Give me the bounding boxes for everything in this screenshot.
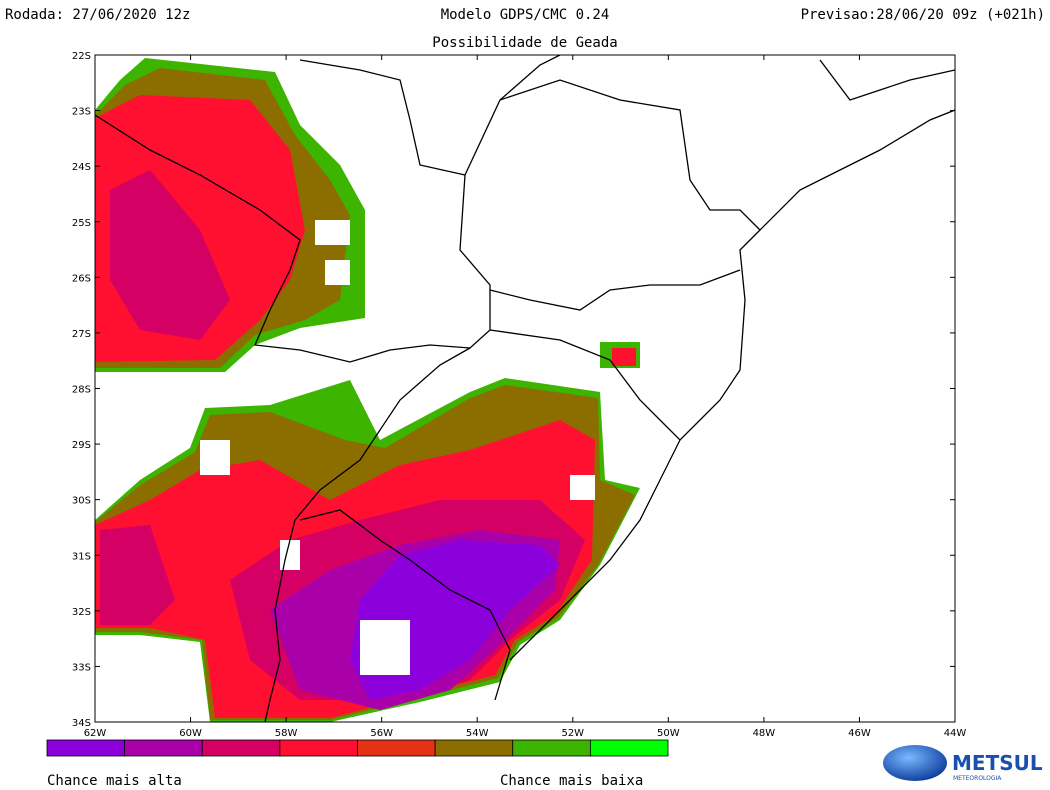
lon-label: 48W [753,728,776,739]
lat-label: 29S [72,440,91,451]
run-label: Rodada: 27/06/2020 12z [5,7,190,23]
colorbar-swatch [512,739,591,757]
lon-label: 50W [657,728,680,739]
colorbar-low-label: Chance mais baixa [500,773,643,789]
colorbar-swatch [357,739,436,757]
lat-label: 23S [72,107,91,118]
lat-label: 32S [72,607,91,618]
lat-label: 26S [72,273,91,284]
lon-label: 60W [179,728,202,739]
lat-label: 34S [72,718,91,729]
model-label: Modelo GDPS/CMC 0.24 [441,7,610,23]
lon-label: 44W [944,728,967,739]
colorbar-swatch [201,739,281,757]
lon-label: 56W [370,728,393,739]
lat-label: 25S [72,218,91,229]
lat-label: 27S [72,329,91,340]
lat-label: 31S [72,551,91,562]
colorbar-swatch [124,739,203,757]
subtitle: Possibilidade de Geada [432,35,617,51]
borders [95,55,955,722]
lat-label: 33S [72,662,91,673]
lat-label: 24S [72,162,91,173]
lat-label: 30S [72,496,91,507]
lon-label: 58W [275,728,298,739]
lat-label: 22S [72,51,91,62]
logo-tagline: METEOROLOGIA [953,775,1002,782]
colorbar-swatch [279,739,358,757]
frost-field [95,58,640,722]
colorbar-high-label: Chance mais alta [47,773,182,789]
lon-label: 46W [848,728,871,739]
colorbar-swatch [434,739,514,757]
logo-globe [883,745,947,781]
forecast-label: Previsao:28/06/20 09z (+021h) [801,7,1045,23]
logo-name: METSUL [952,751,1043,775]
lon-label: 62W [84,728,107,739]
lon-label: 52W [561,728,584,739]
lat-label: 28S [72,385,91,396]
colorbar-swatch [589,739,669,757]
colorbar-swatch [46,739,126,757]
lon-label: 54W [466,728,489,739]
